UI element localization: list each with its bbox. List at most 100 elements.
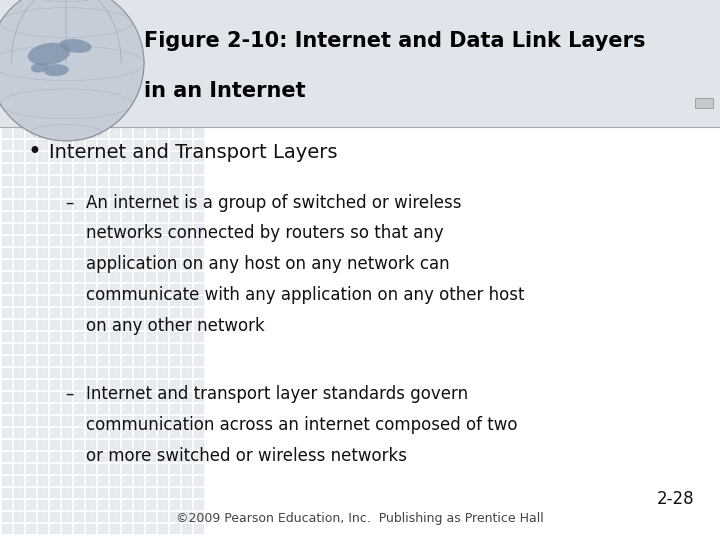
FancyBboxPatch shape bbox=[14, 176, 24, 186]
FancyBboxPatch shape bbox=[14, 476, 24, 486]
Ellipse shape bbox=[28, 43, 70, 65]
FancyBboxPatch shape bbox=[86, 440, 96, 450]
FancyBboxPatch shape bbox=[14, 428, 24, 438]
FancyBboxPatch shape bbox=[182, 476, 192, 486]
FancyBboxPatch shape bbox=[134, 512, 144, 522]
FancyBboxPatch shape bbox=[86, 140, 96, 150]
FancyBboxPatch shape bbox=[2, 236, 12, 246]
FancyBboxPatch shape bbox=[62, 344, 72, 354]
FancyBboxPatch shape bbox=[2, 284, 12, 294]
FancyBboxPatch shape bbox=[50, 404, 60, 414]
FancyBboxPatch shape bbox=[134, 368, 144, 378]
FancyBboxPatch shape bbox=[194, 452, 204, 462]
FancyBboxPatch shape bbox=[26, 356, 36, 366]
FancyBboxPatch shape bbox=[50, 380, 60, 390]
FancyBboxPatch shape bbox=[122, 176, 132, 186]
FancyBboxPatch shape bbox=[158, 428, 168, 438]
FancyBboxPatch shape bbox=[146, 404, 156, 414]
FancyBboxPatch shape bbox=[2, 320, 12, 330]
FancyBboxPatch shape bbox=[14, 284, 24, 294]
FancyBboxPatch shape bbox=[26, 416, 36, 426]
FancyBboxPatch shape bbox=[38, 320, 48, 330]
FancyBboxPatch shape bbox=[158, 500, 168, 510]
FancyBboxPatch shape bbox=[50, 476, 60, 486]
FancyBboxPatch shape bbox=[134, 500, 144, 510]
FancyBboxPatch shape bbox=[182, 464, 192, 474]
FancyBboxPatch shape bbox=[62, 476, 72, 486]
FancyBboxPatch shape bbox=[194, 464, 204, 474]
FancyBboxPatch shape bbox=[122, 368, 132, 378]
FancyBboxPatch shape bbox=[74, 236, 84, 246]
FancyBboxPatch shape bbox=[14, 440, 24, 450]
FancyBboxPatch shape bbox=[158, 416, 168, 426]
FancyBboxPatch shape bbox=[2, 524, 12, 534]
FancyBboxPatch shape bbox=[170, 200, 180, 210]
FancyBboxPatch shape bbox=[146, 392, 156, 402]
Text: networks connected by routers so that any: networks connected by routers so that an… bbox=[86, 224, 444, 242]
FancyBboxPatch shape bbox=[122, 392, 132, 402]
FancyBboxPatch shape bbox=[170, 224, 180, 234]
FancyBboxPatch shape bbox=[134, 344, 144, 354]
FancyBboxPatch shape bbox=[74, 488, 84, 498]
FancyBboxPatch shape bbox=[170, 428, 180, 438]
FancyBboxPatch shape bbox=[194, 296, 204, 306]
FancyBboxPatch shape bbox=[194, 404, 204, 414]
FancyBboxPatch shape bbox=[14, 236, 24, 246]
FancyBboxPatch shape bbox=[134, 308, 144, 318]
FancyBboxPatch shape bbox=[14, 356, 24, 366]
FancyBboxPatch shape bbox=[50, 164, 60, 174]
FancyBboxPatch shape bbox=[146, 452, 156, 462]
FancyBboxPatch shape bbox=[26, 212, 36, 222]
FancyBboxPatch shape bbox=[98, 452, 108, 462]
FancyBboxPatch shape bbox=[50, 188, 60, 198]
FancyBboxPatch shape bbox=[86, 308, 96, 318]
FancyBboxPatch shape bbox=[182, 368, 192, 378]
FancyBboxPatch shape bbox=[74, 440, 84, 450]
FancyBboxPatch shape bbox=[98, 512, 108, 522]
FancyBboxPatch shape bbox=[182, 344, 192, 354]
FancyBboxPatch shape bbox=[26, 260, 36, 270]
FancyBboxPatch shape bbox=[122, 512, 132, 522]
FancyBboxPatch shape bbox=[26, 152, 36, 162]
FancyBboxPatch shape bbox=[182, 452, 192, 462]
FancyBboxPatch shape bbox=[86, 128, 96, 138]
Text: or more switched or wireless networks: or more switched or wireless networks bbox=[86, 447, 408, 465]
FancyBboxPatch shape bbox=[146, 380, 156, 390]
FancyBboxPatch shape bbox=[170, 260, 180, 270]
Text: ©2009 Pearson Education, Inc.  Publishing as Prentice Hall: ©2009 Pearson Education, Inc. Publishing… bbox=[176, 512, 544, 525]
FancyBboxPatch shape bbox=[50, 128, 60, 138]
FancyBboxPatch shape bbox=[62, 164, 72, 174]
FancyBboxPatch shape bbox=[170, 512, 180, 522]
FancyBboxPatch shape bbox=[74, 356, 84, 366]
FancyBboxPatch shape bbox=[98, 464, 108, 474]
FancyBboxPatch shape bbox=[158, 356, 168, 366]
FancyBboxPatch shape bbox=[26, 344, 36, 354]
FancyBboxPatch shape bbox=[86, 164, 96, 174]
FancyBboxPatch shape bbox=[74, 164, 84, 174]
FancyBboxPatch shape bbox=[74, 368, 84, 378]
FancyBboxPatch shape bbox=[170, 128, 180, 138]
FancyBboxPatch shape bbox=[158, 272, 168, 282]
FancyBboxPatch shape bbox=[146, 356, 156, 366]
FancyBboxPatch shape bbox=[182, 224, 192, 234]
FancyBboxPatch shape bbox=[2, 356, 12, 366]
FancyBboxPatch shape bbox=[170, 272, 180, 282]
FancyBboxPatch shape bbox=[38, 380, 48, 390]
FancyBboxPatch shape bbox=[98, 248, 108, 258]
FancyBboxPatch shape bbox=[2, 212, 12, 222]
FancyBboxPatch shape bbox=[74, 512, 84, 522]
FancyBboxPatch shape bbox=[86, 320, 96, 330]
Text: Figure 2-10: Internet and Data Link Layers: Figure 2-10: Internet and Data Link Laye… bbox=[144, 31, 646, 51]
FancyBboxPatch shape bbox=[122, 500, 132, 510]
FancyBboxPatch shape bbox=[2, 464, 12, 474]
FancyBboxPatch shape bbox=[194, 128, 204, 138]
FancyBboxPatch shape bbox=[50, 500, 60, 510]
FancyBboxPatch shape bbox=[62, 488, 72, 498]
FancyBboxPatch shape bbox=[38, 392, 48, 402]
FancyBboxPatch shape bbox=[98, 140, 108, 150]
FancyBboxPatch shape bbox=[134, 380, 144, 390]
FancyBboxPatch shape bbox=[14, 164, 24, 174]
FancyBboxPatch shape bbox=[110, 452, 120, 462]
FancyBboxPatch shape bbox=[122, 440, 132, 450]
FancyBboxPatch shape bbox=[14, 224, 24, 234]
